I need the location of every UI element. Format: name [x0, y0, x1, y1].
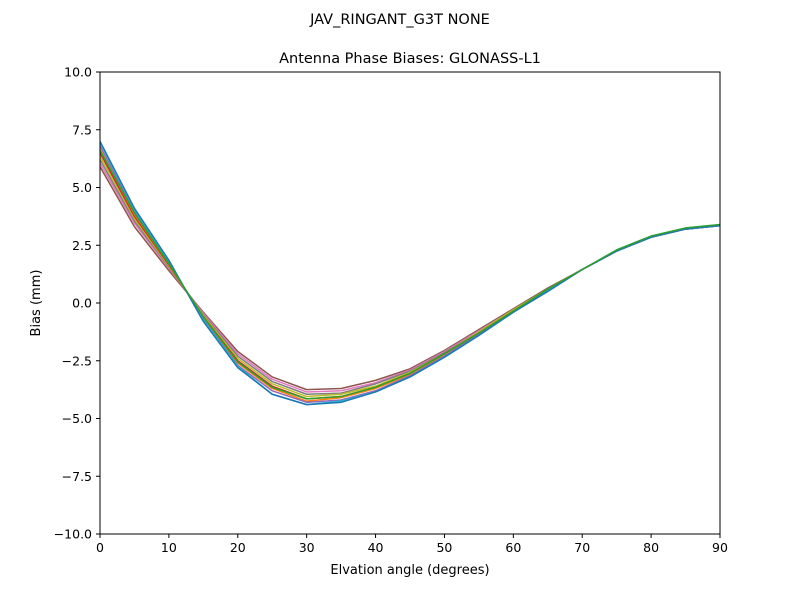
y-tick-label: 7.5: [72, 122, 92, 137]
series-line-9: [100, 140, 720, 406]
y-tick-label: 0.0: [72, 296, 92, 311]
series-line-7: [100, 145, 720, 404]
y-tick-label: −5.0: [62, 411, 92, 426]
x-tick-label: 90: [712, 540, 728, 555]
series-line-10: [100, 150, 720, 400]
chart-title: Antenna Phase Biases: GLONASS-L1: [279, 51, 541, 67]
y-axis-label: Bias (mm): [29, 270, 44, 337]
series-line-6: [100, 149, 720, 402]
x-tick-label: 10: [161, 540, 177, 555]
y-tick-label: −2.5: [62, 353, 92, 368]
x-axis-label: Elvation angle (degrees): [330, 563, 489, 578]
x-tick-label: 30: [299, 540, 315, 555]
y-tick-label: −7.5: [62, 469, 92, 484]
y-tick-label: −10.0: [54, 527, 92, 542]
x-tick-label: 70: [574, 540, 590, 555]
x-tick-label: 80: [643, 540, 659, 555]
series-line-5: [100, 152, 720, 400]
y-axis: 10.0 7.5 5.0 2.5 0.0 −2.5 −5.0 −7.5 −10.0: [54, 65, 100, 542]
x-axis: 0 10 20 30 40 50 60 70 80 90: [96, 534, 728, 555]
plot-area: [100, 140, 720, 406]
series-line-4: [100, 155, 720, 398]
series-line-2: [100, 162, 720, 393]
x-tick-label: 60: [505, 540, 521, 555]
x-tick-label: 40: [368, 540, 384, 555]
x-tick-label: 20: [230, 540, 246, 555]
series-line-1: [100, 166, 720, 391]
x-tick-label: 0: [96, 540, 104, 555]
y-tick-label: 2.5: [72, 238, 92, 253]
y-tick-label: 10.0: [64, 65, 92, 80]
figure-suptitle: JAV_RINGANT_G3T NONE: [309, 12, 490, 28]
x-tick-label: 50: [436, 540, 452, 555]
series-line-8: [100, 142, 720, 406]
series-line-3: [100, 159, 720, 395]
y-tick-label: 5.0: [72, 180, 92, 195]
